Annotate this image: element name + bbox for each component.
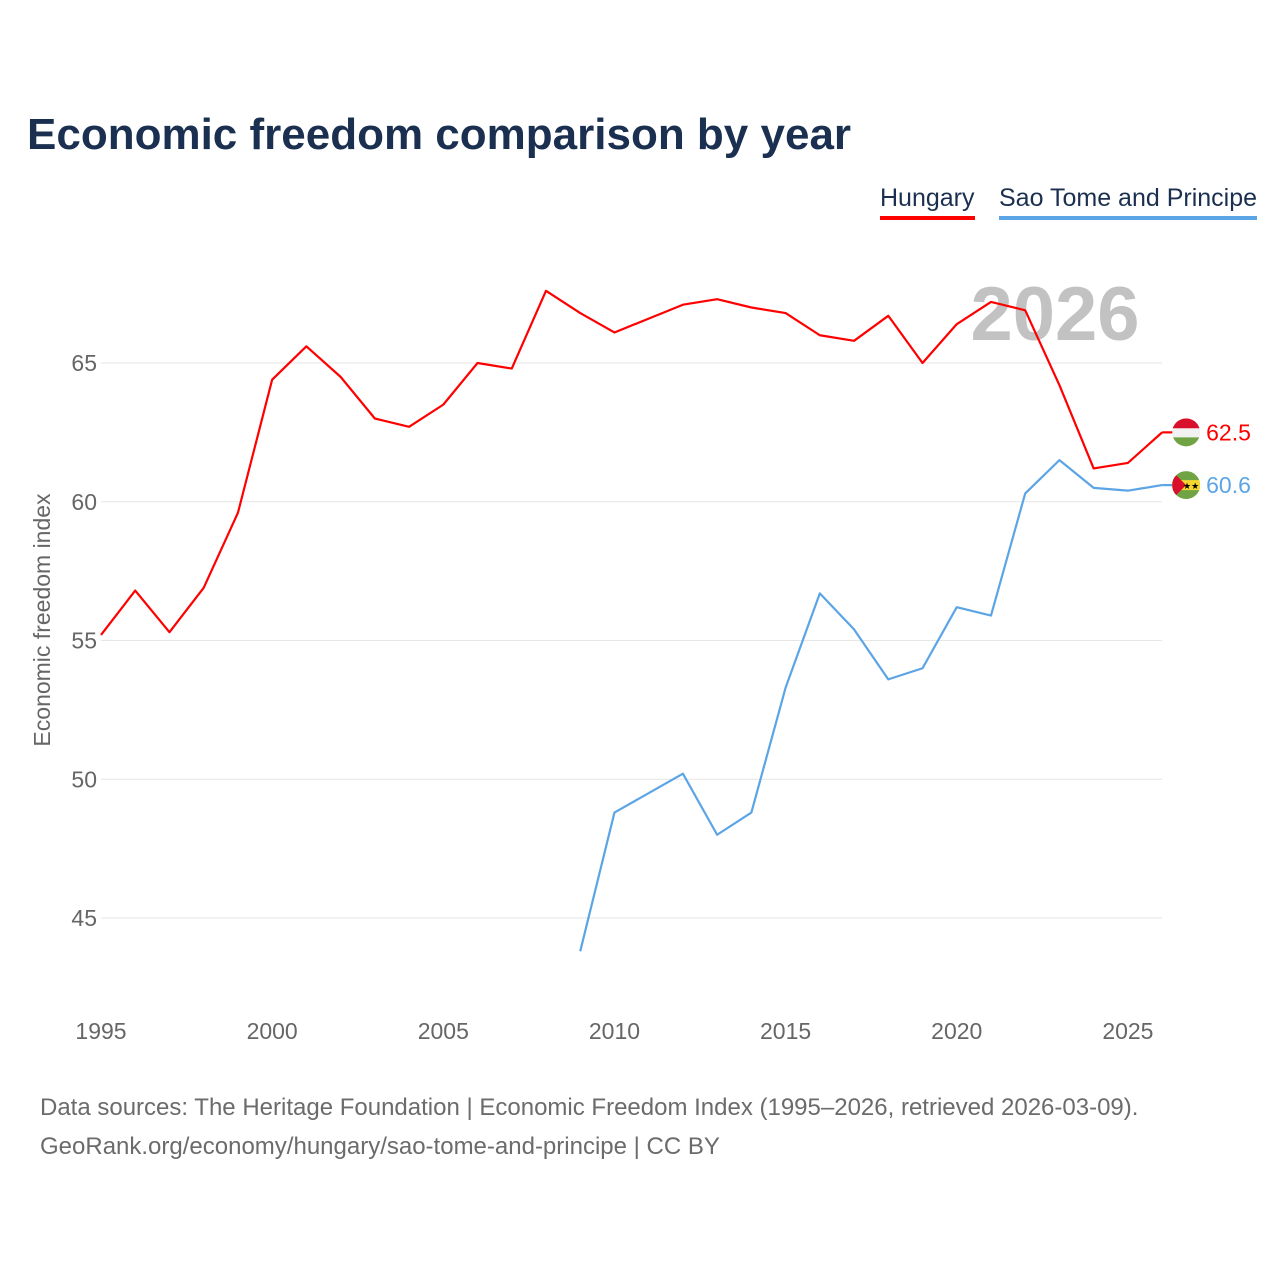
data-point (818, 591, 822, 595)
x-tick-label: 2000 (247, 1018, 298, 1044)
x-tick-label: 1995 (75, 1018, 126, 1044)
svg-text:★★: ★★ (1183, 481, 1199, 491)
data-point (202, 586, 206, 590)
data-point (886, 314, 890, 318)
x-tick-label: 2020 (931, 1018, 982, 1044)
data-point (304, 344, 308, 348)
data-point (236, 511, 240, 515)
data-point (955, 605, 959, 609)
y-axis-label: Economic freedom index (29, 493, 55, 747)
data-point (715, 833, 719, 837)
end-value-label: 62.5 (1206, 419, 1251, 445)
y-tick-label: 65 (71, 350, 97, 376)
data-point (373, 417, 377, 421)
data-point (407, 425, 411, 429)
y-tick-label: 55 (71, 628, 97, 654)
data-point (1023, 491, 1027, 495)
data-point (784, 311, 788, 315)
data-point (852, 627, 856, 631)
source-line-1: Data sources: The Heritage Foundation | … (40, 1094, 1139, 1121)
data-point (818, 333, 822, 337)
x-tick-label: 2015 (760, 1018, 811, 1044)
data-point (578, 949, 582, 953)
data-point (647, 317, 651, 321)
y-tick-label: 45 (71, 905, 97, 931)
x-tick-label: 2005 (418, 1018, 469, 1044)
data-point (612, 330, 616, 334)
data-point (1092, 466, 1096, 470)
data-point (612, 811, 616, 815)
data-point (544, 289, 548, 293)
hungary-flag-icon (1172, 418, 1201, 447)
data-point (1092, 486, 1096, 490)
data-point (1023, 308, 1027, 312)
data-point (989, 614, 993, 618)
data-point (270, 378, 274, 382)
y-tick-label: 60 (71, 489, 97, 515)
x-tick-label: 2010 (589, 1018, 640, 1044)
legend-hungary[interactable]: Hungary (880, 184, 975, 220)
year-watermark: 2026 (970, 272, 1139, 357)
line-chart: 2026 45 50 55 60 65 1995 2000 2005 2010 2015 2020 20… (29, 272, 1251, 1044)
data-point (715, 297, 719, 301)
data-point (921, 666, 925, 670)
data-point (476, 361, 480, 365)
data-point (133, 589, 137, 593)
data-point (578, 311, 582, 315)
data-point (1057, 458, 1061, 462)
legend-sao-tome[interactable]: Sao Tome and Principe (999, 184, 1258, 220)
data-point (441, 403, 445, 407)
x-tick-label: 2025 (1102, 1018, 1153, 1044)
data-point (749, 306, 753, 310)
data-point (339, 375, 343, 379)
sao-tome-flag-icon: ★★ (1172, 471, 1201, 500)
data-point (852, 339, 856, 343)
data-point (749, 811, 753, 815)
data-point (1126, 489, 1130, 493)
source-note: Data sources: The Heritage Foundation | … (40, 1088, 1138, 1166)
data-point (510, 367, 514, 371)
data-point (955, 322, 959, 326)
data-point (921, 361, 925, 365)
source-line-2[interactable]: GeoRank.org/economy/hungary/sao-tome-and… (40, 1133, 720, 1160)
series-line-sao-tome (579, 459, 1163, 952)
data-point (886, 677, 890, 681)
y-tick-label: 50 (71, 766, 97, 792)
series-line-hungary (100, 289, 1163, 636)
end-value-label: 60.6 (1206, 472, 1251, 498)
data-point (1126, 461, 1130, 465)
data-point (1057, 383, 1061, 387)
data-point (681, 303, 685, 307)
data-point (989, 300, 993, 304)
chart-title: Economic freedom comparison by year (27, 110, 852, 159)
data-point (99, 633, 103, 637)
data-point (681, 772, 685, 776)
data-point (167, 630, 171, 634)
data-point (784, 686, 788, 690)
